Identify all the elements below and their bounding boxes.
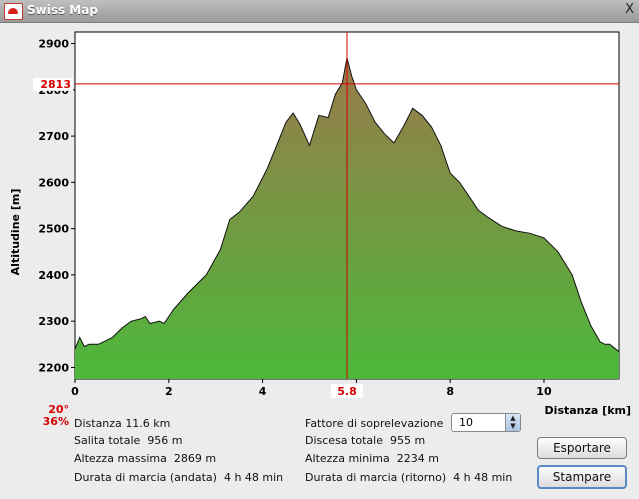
print-button[interactable]: Stampare [537,465,627,489]
x-tick-label: 10 [536,385,552,398]
y-tick-label: 2900 [38,38,69,51]
duration-outbound-row: Durata di marcia (andata) 4 h 48 min [74,471,284,484]
duration-outbound-value: 4 h 48 min [223,471,284,484]
total-ascent-value: 956 m [147,434,183,447]
y-tick-label: 2400 [38,269,69,282]
total-ascent-row: Salita totale 956 m [74,434,183,447]
elevation-factor-value: 10 [459,416,473,429]
close-button[interactable]: X [625,2,634,17]
y-axis-label: Altitudine [m] [9,189,22,276]
title-bar[interactable]: Swiss Map X [0,0,639,23]
x-tick-label: 8 [446,385,454,398]
swiss-map-app-icon [4,3,23,20]
max-altitude-row: Altezza massima 2869 m [74,452,217,465]
elevation-line [74,57,620,353]
x-tick-label: 0 [71,385,79,398]
distance-value: 11.6 km [125,417,171,430]
total-descent-value: 955 m [389,434,426,447]
min-altitude-value: 2234 m [396,452,439,465]
window-title: Swiss Map [27,3,98,17]
stepper-arrows-icon[interactable]: ▲ ▼ [505,414,520,431]
export-button[interactable]: Esportare [537,437,627,459]
x-axis-label: Distanza [km] [545,404,631,417]
elevation-factor-stepper[interactable]: 10 ▲ ▼ [451,413,521,432]
cursor-distance-label: 5.8 [337,385,357,398]
x-tick-label: 4 [259,385,267,398]
cursor-altitude-label: 2813 [40,78,71,91]
duration-return-row: Durata di marcia (ritorno) 4 h 48 min [305,471,513,484]
x-tick-label: 2 [165,385,173,398]
cursor-distance-label-bg [331,384,363,398]
elevation-factor-label: Fattore di soprelevazione [305,417,444,430]
y-tick-label: 2500 [38,223,69,236]
total-descent-row: Discesa totale 955 m [305,434,426,447]
cursor-altitude-label-bg [33,77,73,91]
y-tick-label: 2200 [38,361,69,374]
y-tick-label: 2300 [38,315,69,328]
slope-degrees: 20° [48,403,69,416]
min-altitude-row: Altezza minima 2234 m [305,452,439,465]
elevation-profile-chart[interactable]: 22002300240025002600270028002900 0246810… [0,22,639,422]
slope-indicator: 20° 36% [33,404,69,428]
duration-return-value: 4 h 48 min [453,471,513,484]
slope-percent: 36% [42,415,69,428]
distance-row: Distanza 11.6 km [74,417,171,430]
max-altitude-value: 2869 m [173,452,217,465]
y-tick-label: 2700 [38,130,69,143]
y-tick-label: 2600 [38,176,69,189]
